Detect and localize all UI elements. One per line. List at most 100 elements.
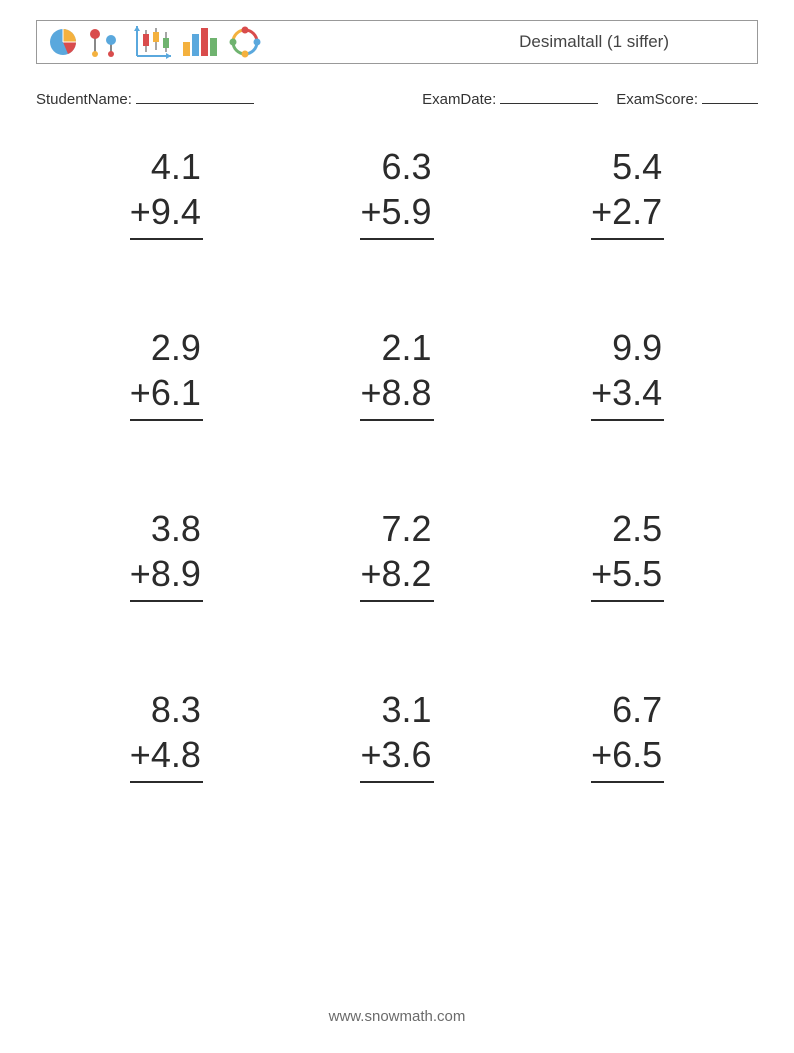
problem-bottom-row: +5.9	[360, 189, 433, 234]
problem-inner: 2.5+5.5	[591, 506, 664, 602]
problem-bottom-row: +3.4	[591, 370, 664, 415]
problem-rule	[130, 600, 203, 602]
pins-icon	[87, 24, 127, 60]
problem-top-number: 3.8	[130, 506, 203, 551]
pie-chart-icon	[45, 24, 81, 60]
worksheet-page: Desimaltall (1 siffer) StudentName: Exam…	[0, 0, 794, 1053]
problem: 4.1+9.4	[66, 144, 267, 240]
candlestick-icon	[133, 24, 173, 60]
problem: 7.2+8.2	[297, 506, 498, 602]
problem-bottom-number: 9.4	[151, 191, 201, 232]
problem-top-number: 9.9	[591, 325, 664, 370]
problem-inner: 3.8+8.9	[130, 506, 203, 602]
problem-operator: +	[130, 372, 151, 413]
problem: 9.9+3.4	[527, 325, 728, 421]
problem-rule	[130, 419, 203, 421]
problem-bottom-number: 4.8	[151, 734, 201, 775]
student-name-label: StudentName:	[36, 91, 132, 108]
problem-bottom-row: +6.1	[130, 370, 203, 415]
problem-inner: 8.3+4.8	[130, 687, 203, 783]
problem-top-number: 5.4	[591, 144, 664, 189]
problem-bottom-number: 3.4	[612, 372, 662, 413]
problem-bottom-number: 6.5	[612, 734, 662, 775]
problem-inner: 9.9+3.4	[591, 325, 664, 421]
problem-operator: +	[591, 734, 612, 775]
problem: 2.5+5.5	[527, 506, 728, 602]
problem-top-number: 6.3	[360, 144, 433, 189]
problem-rule	[360, 600, 433, 602]
problem: 5.4+2.7	[527, 144, 728, 240]
problem-rule	[591, 600, 664, 602]
problem: 8.3+4.8	[66, 687, 267, 783]
problem-inner: 7.2+8.2	[360, 506, 433, 602]
problem-operator: +	[130, 734, 151, 775]
problem-operator: +	[591, 553, 612, 594]
problem-rule	[130, 781, 203, 783]
exam-score-line	[702, 90, 758, 104]
problem-operator: +	[360, 191, 381, 232]
problem: 2.9+6.1	[66, 325, 267, 421]
problem-rule	[360, 238, 433, 240]
problem-operator: +	[591, 191, 612, 232]
problem-inner: 6.7+6.5	[591, 687, 664, 783]
problem-bottom-row: +5.5	[591, 551, 664, 596]
problem-bottom-number: 8.2	[381, 553, 431, 594]
problem-operator: +	[130, 191, 151, 232]
problem-rule	[130, 238, 203, 240]
problem-bottom-number: 5.9	[381, 191, 431, 232]
problem-bottom-number: 3.6	[381, 734, 431, 775]
problem-bottom-row: +8.8	[360, 370, 433, 415]
problem-inner: 2.1+8.8	[360, 325, 433, 421]
problem-bottom-row: +2.7	[591, 189, 664, 234]
problem-inner: 2.9+6.1	[130, 325, 203, 421]
problem-bottom-row: +8.9	[130, 551, 203, 596]
problem-top-number: 8.3	[130, 687, 203, 732]
exam-date-line	[500, 90, 598, 104]
problem-operator: +	[130, 553, 151, 594]
problem-operator: +	[360, 553, 381, 594]
problem-bottom-row: +3.6	[360, 732, 433, 777]
problem: 6.3+5.9	[297, 144, 498, 240]
bar-chart-icon	[179, 24, 219, 60]
problem-inner: 6.3+5.9	[360, 144, 433, 240]
icon-strip	[45, 24, 265, 60]
problem: 6.7+6.5	[527, 687, 728, 783]
student-name-field: StudentName:	[36, 90, 254, 108]
problem-top-number: 7.2	[360, 506, 433, 551]
problems-grid: 4.1+9.46.3+5.95.4+2.72.9+6.12.1+8.89.9+3…	[36, 144, 758, 783]
header-bar: Desimaltall (1 siffer)	[36, 20, 758, 64]
exam-date-label: ExamDate:	[422, 91, 496, 108]
problem: 2.1+8.8	[297, 325, 498, 421]
problem-rule	[360, 419, 433, 421]
problem-top-number: 3.1	[360, 687, 433, 732]
problem-bottom-row: +8.2	[360, 551, 433, 596]
problem-operator: +	[360, 372, 381, 413]
problem-bottom-number: 8.8	[381, 372, 431, 413]
student-name-line	[136, 90, 254, 104]
problem-top-number: 2.1	[360, 325, 433, 370]
problem-bottom-row: +4.8	[130, 732, 203, 777]
problem-inner: 4.1+9.4	[130, 144, 203, 240]
problem-bottom-row: +6.5	[591, 732, 664, 777]
exam-date-field: ExamDate:	[422, 90, 598, 108]
footer-text: www.snowmath.com	[0, 1008, 794, 1025]
problem: 3.1+3.6	[297, 687, 498, 783]
problem-rule	[591, 781, 664, 783]
problem-top-number: 2.5	[591, 506, 664, 551]
problem-top-number: 4.1	[130, 144, 203, 189]
problem-operator: +	[360, 734, 381, 775]
problem-top-number: 6.7	[591, 687, 664, 732]
problem-bottom-row: +9.4	[130, 189, 203, 234]
problem-top-number: 2.9	[130, 325, 203, 370]
problem: 3.8+8.9	[66, 506, 267, 602]
problem-bottom-number: 6.1	[151, 372, 201, 413]
problem-bottom-number: 2.7	[612, 191, 662, 232]
worksheet-title: Desimaltall (1 siffer)	[519, 32, 749, 52]
problem-rule	[591, 419, 664, 421]
problem-inner: 5.4+2.7	[591, 144, 664, 240]
problem-bottom-number: 5.5	[612, 553, 662, 594]
exam-score-label: ExamScore:	[616, 91, 698, 108]
exam-score-field: ExamScore:	[616, 90, 758, 108]
problem-operator: +	[591, 372, 612, 413]
problem-rule	[591, 238, 664, 240]
